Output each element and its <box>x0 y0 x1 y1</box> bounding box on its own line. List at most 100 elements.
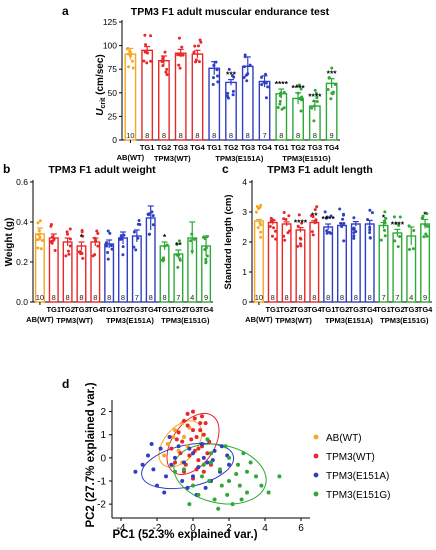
scatter-point <box>230 502 235 507</box>
data-point <box>189 239 193 243</box>
data-point <box>368 236 372 240</box>
category-label: AB(WT) <box>26 315 54 324</box>
panel-letter-d: d <box>62 377 69 391</box>
data-point <box>176 265 180 269</box>
data-point <box>119 234 123 238</box>
scatter-point <box>167 435 172 440</box>
data-point <box>256 226 260 230</box>
data-point <box>149 59 153 63</box>
data-point <box>244 73 248 77</box>
data-point <box>310 106 314 110</box>
scatter-point <box>198 428 203 433</box>
n-label: 8 <box>298 293 302 302</box>
n-label: 8 <box>149 293 153 302</box>
data-point <box>340 225 344 229</box>
data-point <box>299 109 303 113</box>
scatter-point <box>205 451 210 456</box>
data-point <box>165 73 169 77</box>
data-point <box>407 224 411 228</box>
scatter-point <box>203 421 208 426</box>
panel-b-title: TPM3 F1 adult weight <box>48 164 156 176</box>
data-point <box>315 96 319 100</box>
category-label: TG2 <box>335 305 350 314</box>
scatter-point <box>191 451 195 456</box>
legend-marker-ab <box>313 434 319 440</box>
data-point <box>274 237 278 241</box>
scatter-point <box>212 497 217 502</box>
legend-label-ab: AB(WT) <box>326 433 362 444</box>
y-tick-label: 0 <box>242 297 247 307</box>
category-label: TG2 <box>224 143 239 152</box>
y-tick-label: 75 <box>108 64 118 74</box>
data-point <box>299 87 303 91</box>
data-point <box>136 222 140 226</box>
data-point <box>68 227 72 231</box>
data-point <box>49 224 53 228</box>
scatter-point <box>191 474 195 479</box>
bar <box>364 223 375 303</box>
y-tick-label: 0.6 <box>16 177 28 187</box>
scatter-point <box>209 460 213 465</box>
category-label: TG2 <box>279 305 294 314</box>
data-point <box>212 63 216 67</box>
data-point <box>341 212 345 216</box>
n-label: 8 <box>162 293 166 302</box>
panel-c-ylabel: Standard length (cm) <box>223 194 234 289</box>
data-point <box>143 50 147 54</box>
bar <box>295 229 306 303</box>
n-label: 8 <box>162 131 166 140</box>
bar <box>253 220 264 303</box>
group-label: TPM3(E151G) <box>161 316 210 325</box>
data-point <box>178 257 182 261</box>
category-label: TG4 <box>324 143 339 152</box>
data-point <box>192 50 196 54</box>
scatter-point <box>182 435 186 440</box>
group-label: TPM3(WT) <box>275 316 312 325</box>
data-point <box>204 260 208 264</box>
category-label: TG2 <box>116 305 131 314</box>
data-point <box>190 232 194 236</box>
x-tick-label: 0 <box>190 523 196 534</box>
n-label: 9 <box>423 293 427 302</box>
data-point <box>297 213 301 217</box>
n-label: 8 <box>179 131 183 140</box>
data-point <box>260 75 264 79</box>
category-label: TG1 <box>102 305 117 314</box>
scatter-point <box>162 490 167 495</box>
data-point <box>259 223 263 227</box>
scatter-point <box>196 458 201 463</box>
panel-a-ylabel: Ucrit (cm/sec) <box>95 54 107 116</box>
data-point <box>80 228 84 232</box>
data-point <box>324 216 328 220</box>
scatter-point <box>212 448 217 453</box>
data-point <box>296 224 300 228</box>
panel-a-chart: 0 25 50 75 100 125 10 AB(WT) 8 TG1 8 TG2 8 TG3 8 TG4 8 TG… <box>103 17 340 163</box>
n-label: 7 <box>395 293 399 302</box>
data-point <box>270 234 274 238</box>
y-tick-label: -2 <box>97 500 106 511</box>
scatter-point <box>200 474 204 479</box>
data-point <box>282 234 286 238</box>
bar <box>337 224 347 303</box>
scatter-point <box>227 455 231 460</box>
data-point <box>273 229 277 233</box>
y-tick-label: 25 <box>108 111 118 121</box>
data-point <box>106 229 110 233</box>
panel-c-title: TPM3 F1 adult length <box>267 164 373 176</box>
data-point <box>199 40 203 44</box>
y-tick-label: -1 <box>97 476 106 487</box>
scatter-point <box>173 428 177 433</box>
y-tick-label: 1 <box>242 267 247 277</box>
data-point <box>392 215 396 219</box>
data-point <box>342 239 346 243</box>
data-point <box>313 208 317 212</box>
data-point <box>232 75 236 79</box>
scatter-point <box>173 460 177 465</box>
scatter-point <box>194 435 199 440</box>
data-point <box>311 233 315 237</box>
data-point <box>178 53 182 57</box>
panel-d-xlabel: PC1 (52.3% explained var.) <box>112 529 257 541</box>
n-label: 8 <box>340 293 344 302</box>
data-point <box>315 205 319 209</box>
n-label: 8 <box>93 293 97 302</box>
